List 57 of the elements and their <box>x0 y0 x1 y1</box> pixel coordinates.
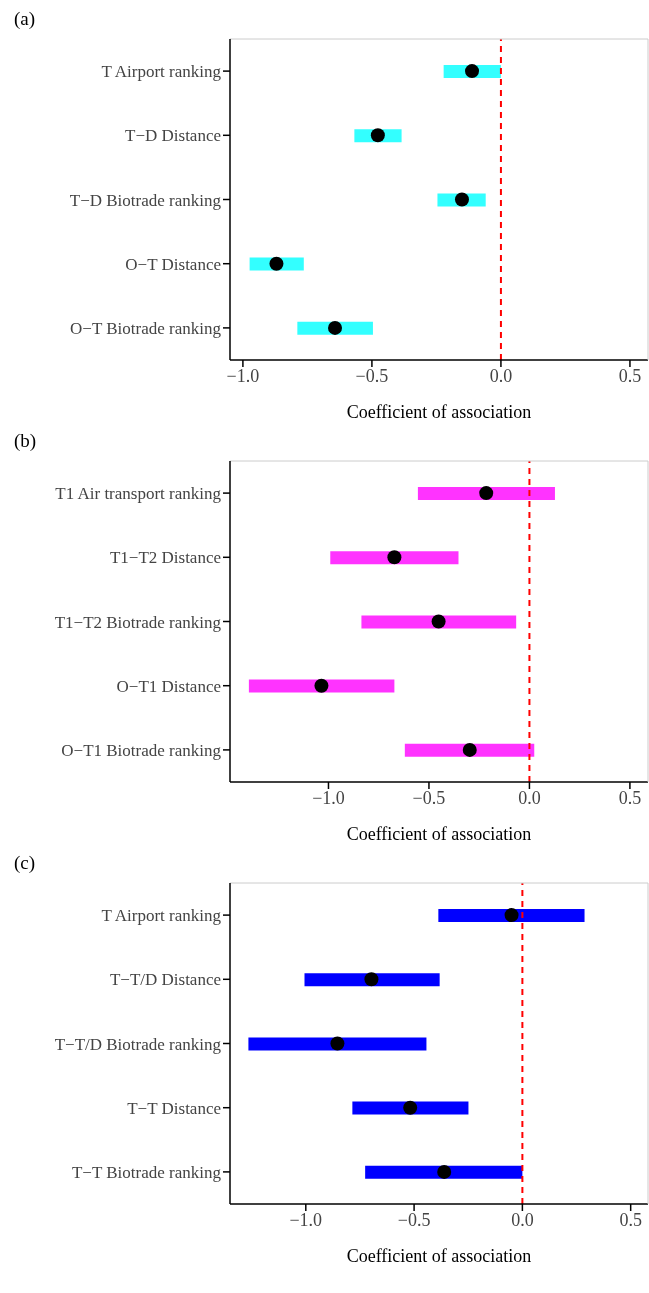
point <box>479 486 494 501</box>
x-tick-label: 0.5 <box>618 365 642 386</box>
x-tick-label: −1.0 <box>289 1209 323 1230</box>
x-axis-title: Coefficient of association <box>346 1246 532 1266</box>
x-axis-title: Coefficient of association <box>346 402 532 422</box>
y-tick-label: T1−T2 Distance <box>109 548 221 568</box>
bar <box>365 1165 523 1179</box>
y-tick-label: T Airport ranking <box>101 62 222 82</box>
x-tick-label: −0.5 <box>397 1209 431 1230</box>
y-tick-label: T Airport ranking <box>101 906 222 926</box>
point <box>330 1036 345 1051</box>
point <box>431 614 446 629</box>
bar <box>304 973 440 987</box>
y-tick-label: T−D Distance <box>125 126 221 146</box>
point <box>387 550 402 565</box>
x-tick-label: 0.0 <box>511 1209 534 1230</box>
bar <box>438 909 585 922</box>
bar <box>361 615 517 629</box>
point <box>269 256 284 271</box>
bar <box>248 679 395 693</box>
y-tick-label: T−D Biotrade ranking <box>69 190 222 210</box>
point <box>504 908 519 923</box>
x-tick-label: 0.5 <box>618 787 642 808</box>
point <box>364 972 379 987</box>
point <box>465 64 480 79</box>
x-tick-label: −0.5 <box>355 365 389 386</box>
bar <box>417 487 555 500</box>
point <box>454 192 469 207</box>
y-tick-label: T−T Distance <box>127 1098 221 1118</box>
x-tick-label: 0.0 <box>518 787 541 808</box>
y-tick-label: T1 Air transport ranking <box>55 484 222 504</box>
bar <box>248 1037 427 1051</box>
bar <box>330 551 459 565</box>
x-axis-title: Coefficient of association <box>346 824 532 844</box>
y-tick-label: O−T Biotrade ranking <box>70 318 222 338</box>
point <box>314 678 329 693</box>
y-tick-label: O−T1 Biotrade ranking <box>61 740 222 760</box>
x-tick-label: −1.0 <box>226 365 260 386</box>
point <box>370 128 385 143</box>
y-tick-label: T−T Biotrade ranking <box>71 1162 222 1182</box>
y-tick-label: T1−T2 Biotrade ranking <box>54 612 222 632</box>
x-tick-label: −0.5 <box>412 787 446 808</box>
point <box>403 1100 418 1115</box>
y-tick-label: O−T Distance <box>125 254 221 274</box>
x-tick-label: 0.0 <box>489 365 513 386</box>
text: (b) <box>13 430 38 452</box>
point <box>462 742 477 757</box>
point <box>437 1164 452 1179</box>
text: (c) <box>13 852 37 874</box>
y-tick-label: T−T/D Biotrade ranking <box>54 1034 222 1054</box>
y-tick-label: O−T1 Distance <box>116 676 221 696</box>
bar <box>352 1101 469 1115</box>
point <box>328 320 343 335</box>
x-tick-label: −1.0 <box>312 787 345 808</box>
y-tick-label: T−T/D Distance <box>109 970 221 990</box>
text: (a) <box>13 8 37 30</box>
x-tick-label: 0.5 <box>619 1209 642 1230</box>
